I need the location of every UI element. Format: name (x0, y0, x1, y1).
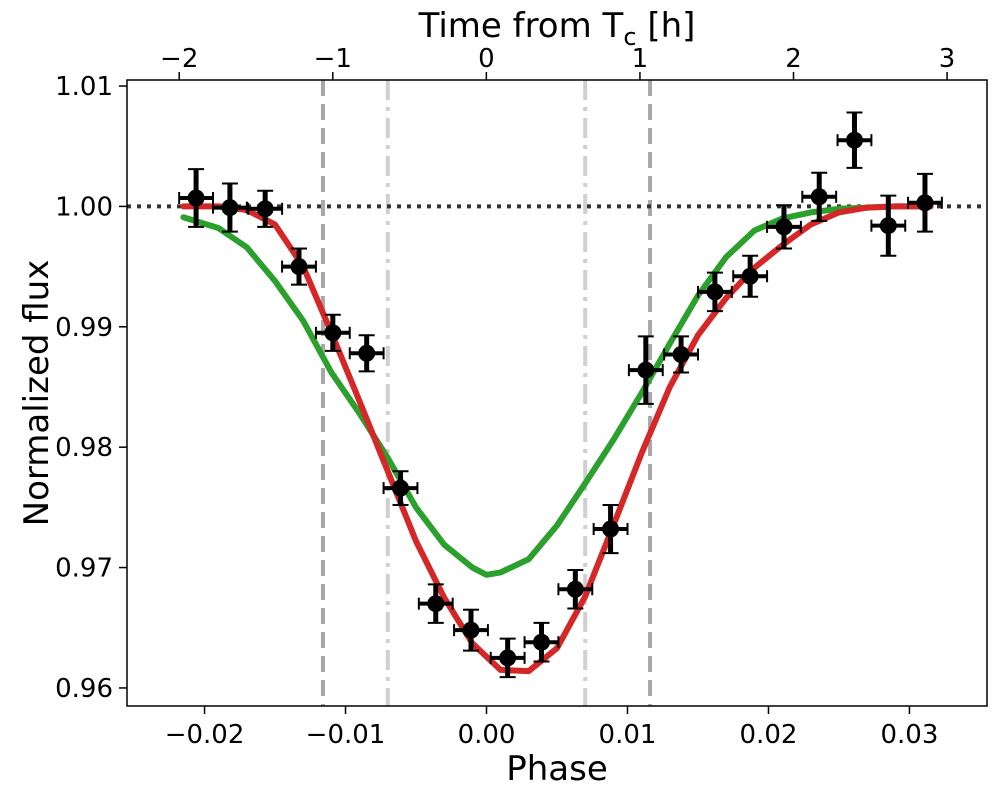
data-marker (810, 188, 828, 206)
data-point-7 (417, 583, 454, 624)
axis-ticks: −0.02 −0.01 0.00 0.01 0.02 0.03 0.96 0.97 0.98 0.… (55, 44, 955, 750)
y-tick-label: 0.97 (55, 554, 113, 584)
top-axis-title: Time from Tc [h] (418, 6, 696, 51)
top-tick-label: 0 (478, 44, 495, 74)
data-marker (221, 199, 239, 217)
data-point-17 (766, 204, 802, 250)
top-tick-label: 2 (785, 44, 802, 74)
data-point-1 (212, 182, 248, 233)
top-axis-title-subscript: c (623, 23, 636, 51)
data-point-8 (453, 608, 489, 652)
data-point-18 (801, 171, 838, 222)
model-curve-1 (180, 203, 934, 675)
data-marker (706, 283, 724, 301)
x-tick-label: 0.00 (458, 720, 516, 750)
top-tick-label: 1 (632, 44, 649, 74)
data-marker (187, 189, 205, 207)
y-tick-label: 0.96 (55, 674, 113, 704)
data-point-14 (663, 335, 699, 374)
plot-frame (126, 79, 988, 707)
data-point-19 (836, 111, 873, 169)
x-tick-label: 0.01 (599, 720, 657, 750)
y-axis-title: Normalized flux (17, 260, 57, 527)
data-points (178, 111, 943, 679)
x-tick-label: 0.02 (740, 720, 798, 750)
top-tick-label: −2 (160, 44, 198, 74)
top-tick-label: 3 (939, 44, 956, 74)
data-point-16 (732, 254, 769, 298)
data-marker (775, 218, 793, 236)
data-marker (916, 194, 934, 212)
data-point-10 (523, 621, 560, 663)
data-point-11 (557, 568, 594, 610)
data-point-5 (348, 334, 385, 373)
data-point-6 (382, 470, 419, 506)
model-curve-0 (180, 203, 934, 578)
top-axis-title-unit: [h] (637, 6, 696, 46)
y-tick-label: 1.00 (55, 192, 113, 222)
data-point-20 (870, 194, 907, 257)
data-marker (845, 131, 863, 149)
data-marker (462, 621, 480, 639)
data-marker (532, 633, 550, 651)
reference-lines (127, 80, 987, 706)
data-marker (290, 258, 308, 276)
data-marker (324, 324, 342, 342)
data-marker (499, 649, 517, 667)
data-point-0 (178, 168, 214, 228)
data-point-9 (489, 637, 526, 679)
model-curves (180, 203, 934, 675)
top-axis-title-main: Time from T (418, 6, 624, 46)
data-point-13 (627, 335, 664, 405)
data-marker (602, 520, 620, 538)
data-marker (358, 344, 376, 362)
data-point-15 (696, 271, 733, 313)
x-tick-label: 0.03 (881, 720, 939, 750)
data-marker (741, 267, 759, 285)
x-tick-label: −0.02 (165, 720, 245, 750)
data-marker (637, 361, 655, 379)
y-tick-label: 0.99 (55, 313, 113, 343)
data-marker (427, 595, 445, 613)
y-tick-label: 1.01 (55, 72, 113, 102)
data-point-21 (907, 172, 943, 233)
data-point-12 (592, 503, 629, 555)
x-axis-title: Phase (506, 749, 608, 789)
data-marker (879, 217, 897, 235)
x-tick-label: −0.01 (306, 720, 386, 750)
top-tick-label: −1 (314, 44, 352, 74)
data-point-3 (281, 247, 317, 286)
data-point-2 (247, 189, 284, 228)
y-tick-label: 0.98 (55, 433, 113, 463)
data-point-4 (314, 313, 351, 352)
data-marker (672, 345, 690, 363)
data-marker (392, 479, 410, 497)
data-marker (566, 580, 584, 598)
data-marker (256, 200, 274, 218)
